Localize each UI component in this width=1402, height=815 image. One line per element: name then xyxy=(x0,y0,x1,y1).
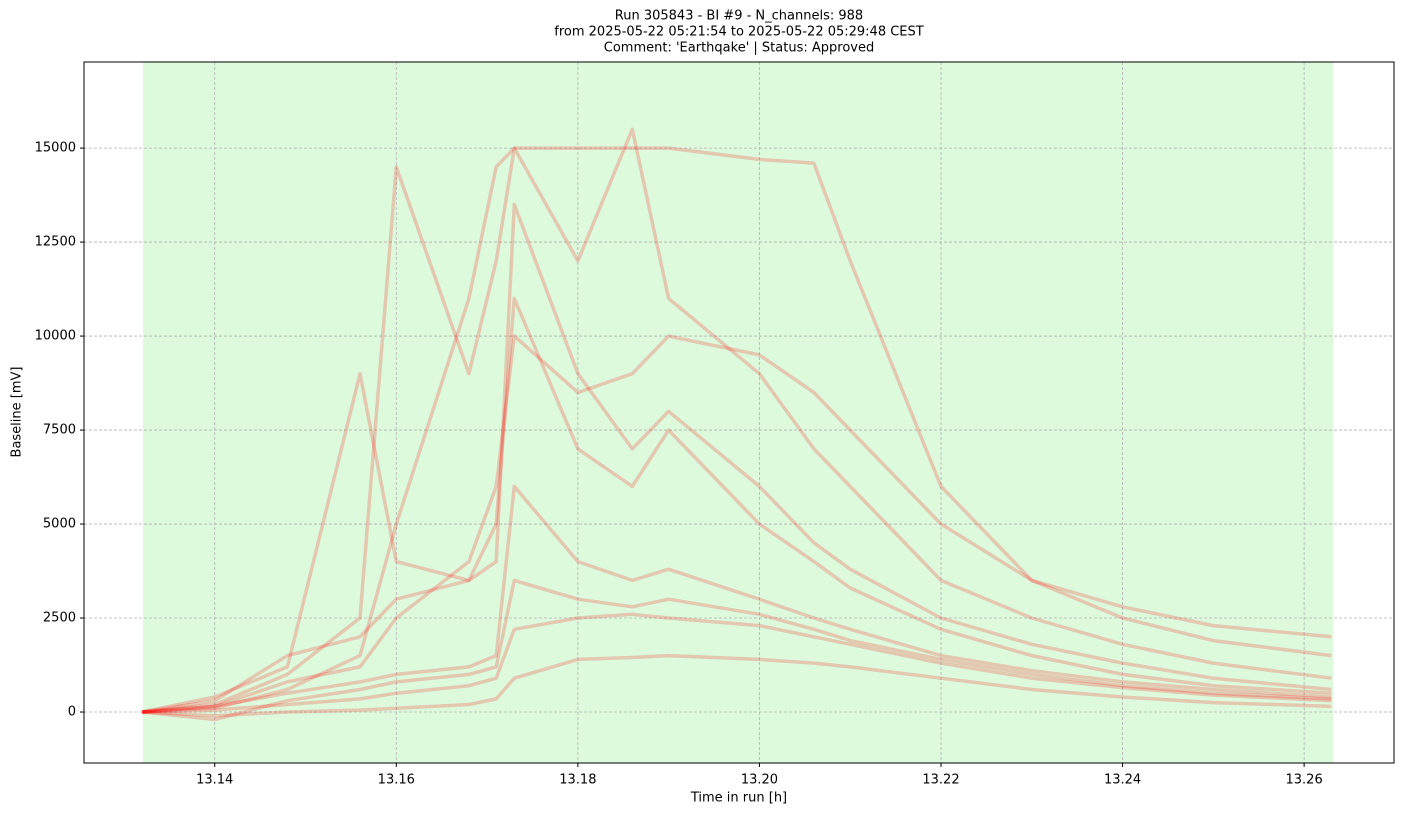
x-tick-label: 13.24 xyxy=(1104,773,1141,788)
x-tick-label: 13.20 xyxy=(741,773,778,788)
chart-title: Run 305843 - BI #9 - N_channels: 988 xyxy=(615,9,863,24)
x-tick-label: 13.14 xyxy=(196,773,233,788)
series-line xyxy=(142,612,1332,714)
series-line xyxy=(142,653,1332,718)
y-tick-label: 15000 xyxy=(35,141,76,156)
series-line xyxy=(142,146,1332,714)
x-tick-label: 13.16 xyxy=(378,773,415,788)
series-line xyxy=(141,202,1332,714)
x-tick-label: 13.26 xyxy=(1286,773,1323,788)
chart-title: Comment: 'Earthqake' | Status: Approved xyxy=(604,41,874,56)
y-tick-label: 5000 xyxy=(43,517,76,532)
series-line xyxy=(141,334,1332,714)
x-tick-label: 13.18 xyxy=(559,773,596,788)
series-line xyxy=(141,127,1332,714)
y-axis-label: Baseline [mV] xyxy=(10,367,25,458)
y-tick-label: 12500 xyxy=(35,235,76,250)
y-tick-label: 2500 xyxy=(43,611,76,626)
chart-title: from 2025-05-22 05:21:54 to 2025-05-22 0… xyxy=(554,25,924,40)
y-tick-label: 0 xyxy=(68,705,76,720)
shaded-span xyxy=(143,62,1334,763)
series-line xyxy=(141,578,1332,722)
y-tick-label: 10000 xyxy=(35,329,76,344)
series-line xyxy=(141,484,1332,714)
x-axis-label: Time in run [h] xyxy=(690,791,787,806)
x-tick-label: 13.22 xyxy=(922,773,959,788)
y-tick-label: 7500 xyxy=(43,423,76,438)
series-line xyxy=(141,296,1332,714)
plot-frame xyxy=(83,61,1395,764)
